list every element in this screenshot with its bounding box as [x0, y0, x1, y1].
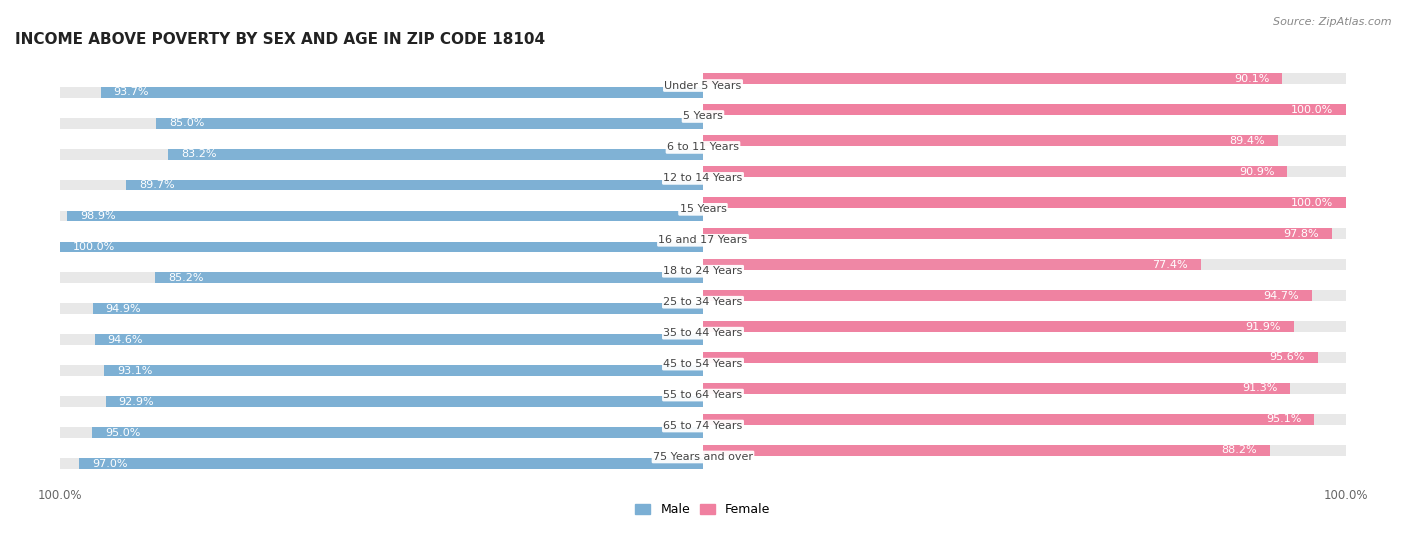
- Bar: [703, 73, 1282, 84]
- Bar: [703, 383, 1346, 394]
- Bar: [127, 179, 703, 191]
- Text: Under 5 Years: Under 5 Years: [665, 80, 741, 91]
- Bar: [60, 118, 703, 129]
- Text: 55 to 64 Years: 55 to 64 Years: [664, 390, 742, 400]
- Text: 93.7%: 93.7%: [114, 87, 149, 97]
- Bar: [703, 290, 1312, 301]
- Bar: [703, 383, 1291, 394]
- Bar: [94, 334, 703, 345]
- Bar: [703, 197, 1346, 208]
- Bar: [703, 73, 1346, 84]
- Bar: [703, 321, 1294, 332]
- Text: 95.0%: 95.0%: [105, 428, 141, 438]
- Text: 45 to 54 Years: 45 to 54 Years: [664, 359, 742, 369]
- Text: 65 to 74 Years: 65 to 74 Years: [664, 421, 742, 431]
- Text: INCOME ABOVE POVERTY BY SEX AND AGE IN ZIP CODE 18104: INCOME ABOVE POVERTY BY SEX AND AGE IN Z…: [15, 32, 546, 47]
- Bar: [703, 445, 1346, 456]
- Text: 77.4%: 77.4%: [1152, 259, 1188, 269]
- Bar: [60, 272, 703, 283]
- Bar: [703, 105, 1346, 115]
- Bar: [155, 272, 703, 283]
- Text: 100.0%: 100.0%: [73, 242, 115, 252]
- Bar: [703, 445, 1270, 456]
- Text: 95.1%: 95.1%: [1267, 414, 1302, 424]
- Bar: [60, 427, 703, 438]
- Bar: [703, 352, 1346, 363]
- Text: 18 to 24 Years: 18 to 24 Years: [664, 266, 742, 276]
- Bar: [703, 167, 1288, 177]
- Text: 85.2%: 85.2%: [169, 273, 204, 283]
- Bar: [703, 259, 1346, 270]
- Bar: [703, 197, 1346, 208]
- Bar: [60, 304, 703, 314]
- Text: 97.0%: 97.0%: [93, 458, 128, 468]
- Bar: [60, 149, 703, 159]
- Text: 5 Years: 5 Years: [683, 111, 723, 121]
- Bar: [67, 211, 703, 221]
- Text: 100.0%: 100.0%: [1291, 198, 1333, 208]
- Bar: [93, 427, 703, 438]
- Bar: [703, 321, 1346, 332]
- Text: 98.9%: 98.9%: [80, 211, 115, 221]
- Text: 95.6%: 95.6%: [1270, 353, 1305, 362]
- Bar: [703, 105, 1346, 115]
- Text: 25 to 34 Years: 25 to 34 Years: [664, 297, 742, 307]
- Bar: [60, 241, 703, 252]
- Bar: [156, 118, 703, 129]
- Text: 89.4%: 89.4%: [1229, 136, 1265, 146]
- Text: 90.1%: 90.1%: [1234, 74, 1270, 84]
- Text: 100.0%: 100.0%: [1291, 105, 1333, 115]
- Bar: [703, 414, 1315, 425]
- Bar: [703, 352, 1317, 363]
- Text: 94.7%: 94.7%: [1264, 291, 1299, 301]
- Bar: [703, 414, 1346, 425]
- Text: 97.8%: 97.8%: [1284, 229, 1319, 239]
- Bar: [703, 259, 1201, 270]
- Bar: [703, 135, 1278, 146]
- Bar: [703, 228, 1346, 239]
- Bar: [703, 135, 1346, 146]
- Text: 12 to 14 Years: 12 to 14 Years: [664, 173, 742, 183]
- Bar: [703, 167, 1346, 177]
- Bar: [60, 179, 703, 191]
- Text: 85.0%: 85.0%: [169, 118, 205, 128]
- Text: 91.9%: 91.9%: [1246, 321, 1281, 331]
- Text: 15 Years: 15 Years: [679, 205, 727, 214]
- Text: 89.7%: 89.7%: [139, 180, 174, 190]
- Bar: [60, 211, 703, 221]
- Text: 83.2%: 83.2%: [181, 149, 217, 159]
- Bar: [60, 87, 703, 98]
- Text: 16 and 17 Years: 16 and 17 Years: [658, 235, 748, 245]
- Text: 91.3%: 91.3%: [1241, 383, 1277, 394]
- Text: 35 to 44 Years: 35 to 44 Years: [664, 328, 742, 338]
- Bar: [60, 334, 703, 345]
- Text: 75 Years and over: 75 Years and over: [652, 452, 754, 462]
- Bar: [60, 366, 703, 376]
- Bar: [79, 458, 703, 469]
- Bar: [60, 458, 703, 469]
- Bar: [703, 290, 1346, 301]
- Text: 94.9%: 94.9%: [105, 304, 141, 314]
- Bar: [60, 396, 703, 407]
- Bar: [104, 366, 703, 376]
- Text: 6 to 11 Years: 6 to 11 Years: [666, 143, 740, 153]
- Text: Source: ZipAtlas.com: Source: ZipAtlas.com: [1274, 17, 1392, 27]
- Text: 92.9%: 92.9%: [118, 397, 155, 407]
- Text: 88.2%: 88.2%: [1222, 446, 1257, 456]
- Bar: [100, 87, 703, 98]
- Text: 94.6%: 94.6%: [108, 335, 143, 345]
- Bar: [60, 241, 703, 252]
- Legend: Male, Female: Male, Female: [630, 498, 776, 522]
- Text: 90.9%: 90.9%: [1239, 167, 1275, 177]
- Bar: [169, 149, 703, 159]
- Text: 93.1%: 93.1%: [117, 366, 153, 376]
- Bar: [703, 228, 1331, 239]
- Bar: [93, 304, 703, 314]
- Bar: [105, 396, 703, 407]
